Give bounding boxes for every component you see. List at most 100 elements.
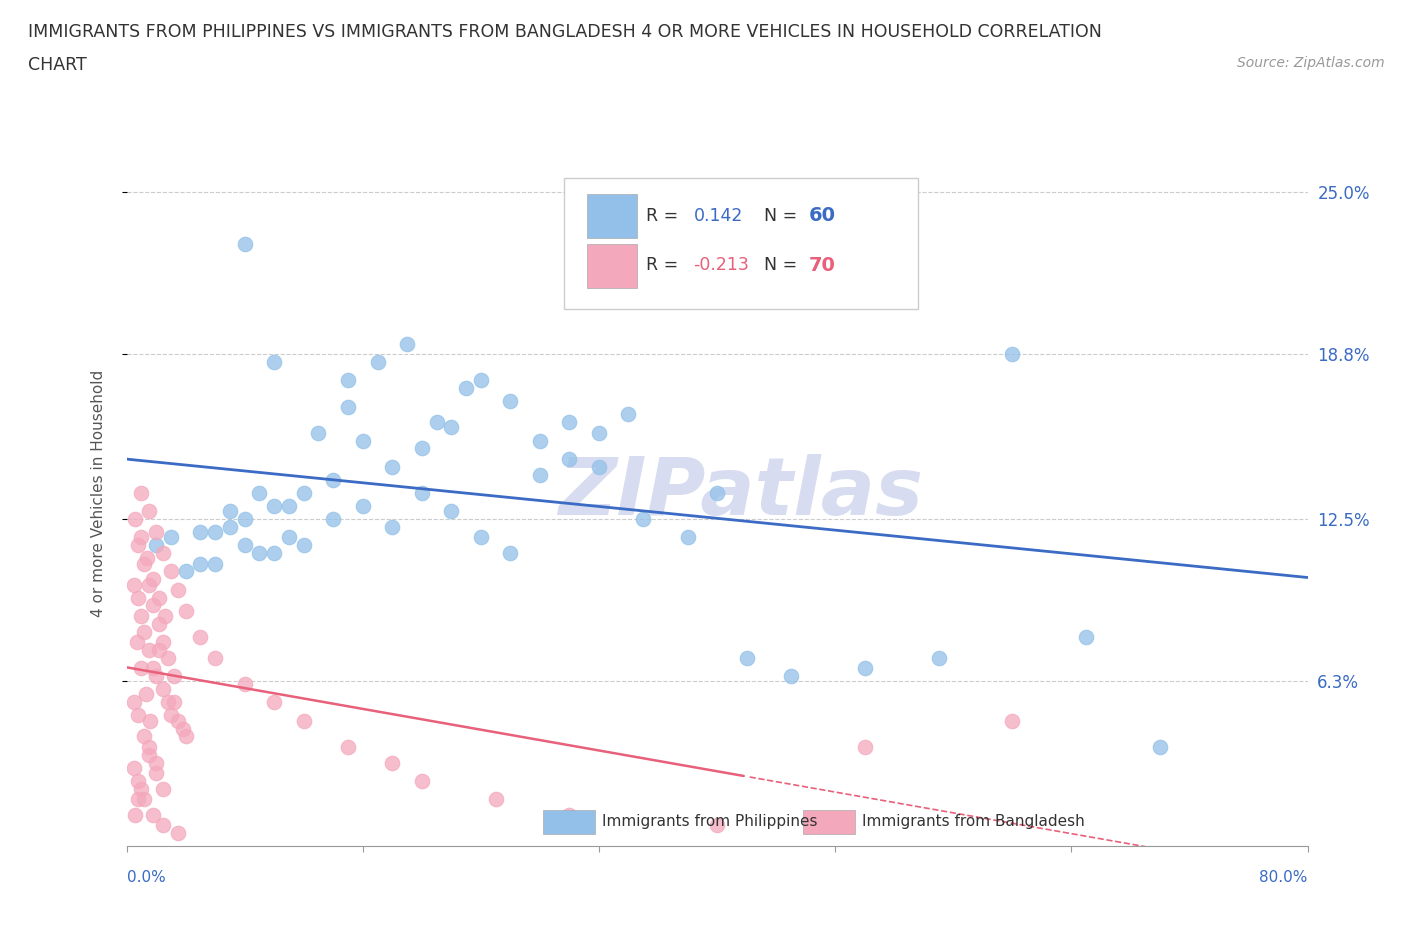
Point: [425, 415, 447, 430]
Y-axis label: 4 or more Vehicles in Household: 4 or more Vehicles in Household: [91, 369, 105, 617]
Point: [138, 643, 160, 658]
Point: [322, 472, 344, 487]
Point: [263, 354, 285, 369]
Point: [233, 676, 256, 691]
Point: [142, 661, 165, 676]
Point: [558, 451, 581, 466]
Text: ZIPatlas: ZIPatlas: [558, 454, 924, 532]
Point: [454, 380, 477, 395]
Point: [588, 425, 610, 440]
Point: [129, 781, 153, 796]
FancyBboxPatch shape: [803, 809, 855, 833]
Point: [278, 530, 301, 545]
Point: [779, 669, 801, 684]
Point: [381, 459, 404, 474]
Point: [278, 498, 301, 513]
FancyBboxPatch shape: [588, 194, 637, 238]
Point: [247, 546, 270, 561]
Point: [156, 650, 179, 665]
Point: [263, 695, 285, 710]
Point: [138, 739, 160, 754]
Point: [145, 765, 167, 780]
FancyBboxPatch shape: [564, 179, 918, 309]
Point: [129, 608, 153, 623]
Point: [142, 598, 165, 613]
Point: [127, 591, 149, 605]
Text: Immigrants from Bangladesh: Immigrants from Bangladesh: [862, 814, 1085, 829]
Point: [735, 650, 758, 665]
Point: [148, 643, 170, 658]
Point: [167, 582, 190, 597]
Point: [661, 263, 683, 278]
Point: [124, 512, 146, 526]
Text: IMMIGRANTS FROM PHILIPPINES VS IMMIGRANTS FROM BANGLADESH 4 OR MORE VEHICLES IN : IMMIGRANTS FROM PHILIPPINES VS IMMIGRANT…: [28, 23, 1102, 41]
Point: [307, 425, 329, 440]
Point: [135, 687, 157, 702]
Point: [292, 713, 315, 728]
Point: [139, 713, 162, 728]
Point: [440, 420, 463, 435]
Point: [263, 546, 285, 561]
Point: [381, 520, 404, 535]
Point: [134, 791, 156, 806]
Point: [233, 237, 256, 252]
Point: [127, 791, 149, 806]
Point: [136, 551, 159, 565]
Point: [617, 407, 640, 422]
Point: [152, 634, 174, 649]
Point: [125, 634, 148, 649]
Point: [529, 433, 551, 448]
Point: [411, 485, 433, 500]
Point: [440, 504, 463, 519]
Point: [153, 608, 176, 623]
Point: [411, 774, 433, 789]
Point: [188, 556, 211, 571]
Point: [411, 441, 433, 456]
Text: 60: 60: [810, 206, 837, 225]
FancyBboxPatch shape: [588, 244, 637, 288]
Point: [145, 538, 167, 552]
Point: [292, 485, 315, 500]
Point: [558, 415, 581, 430]
Text: N =: N =: [765, 206, 803, 225]
Point: [322, 512, 344, 526]
Point: [156, 695, 179, 710]
Point: [142, 572, 165, 587]
Point: [247, 485, 270, 500]
Point: [204, 556, 226, 571]
Text: Immigrants from Philippines: Immigrants from Philippines: [603, 814, 818, 829]
Point: [1001, 713, 1024, 728]
Point: [127, 538, 149, 552]
Point: [484, 791, 508, 806]
Point: [122, 761, 145, 776]
Point: [152, 817, 174, 832]
Point: [337, 739, 360, 754]
Text: 0.142: 0.142: [693, 206, 742, 225]
Text: CHART: CHART: [28, 56, 87, 73]
Point: [529, 467, 551, 482]
Point: [366, 354, 388, 369]
Text: N =: N =: [765, 257, 803, 274]
Point: [142, 807, 165, 822]
Point: [127, 774, 149, 789]
Point: [706, 485, 728, 500]
Point: [174, 564, 197, 578]
Point: [188, 630, 211, 644]
Point: [381, 755, 404, 770]
Point: [159, 708, 183, 723]
Point: [396, 337, 419, 352]
Point: [337, 373, 360, 388]
Point: [1149, 739, 1171, 754]
Point: [152, 682, 174, 697]
Point: [129, 530, 153, 545]
Point: [676, 530, 699, 545]
Point: [163, 695, 186, 710]
Point: [928, 650, 950, 665]
Point: [263, 498, 285, 513]
Point: [292, 538, 315, 552]
Point: [470, 530, 492, 545]
Point: [134, 729, 156, 744]
Text: 70: 70: [810, 256, 837, 274]
Point: [129, 661, 153, 676]
Point: [172, 721, 194, 736]
